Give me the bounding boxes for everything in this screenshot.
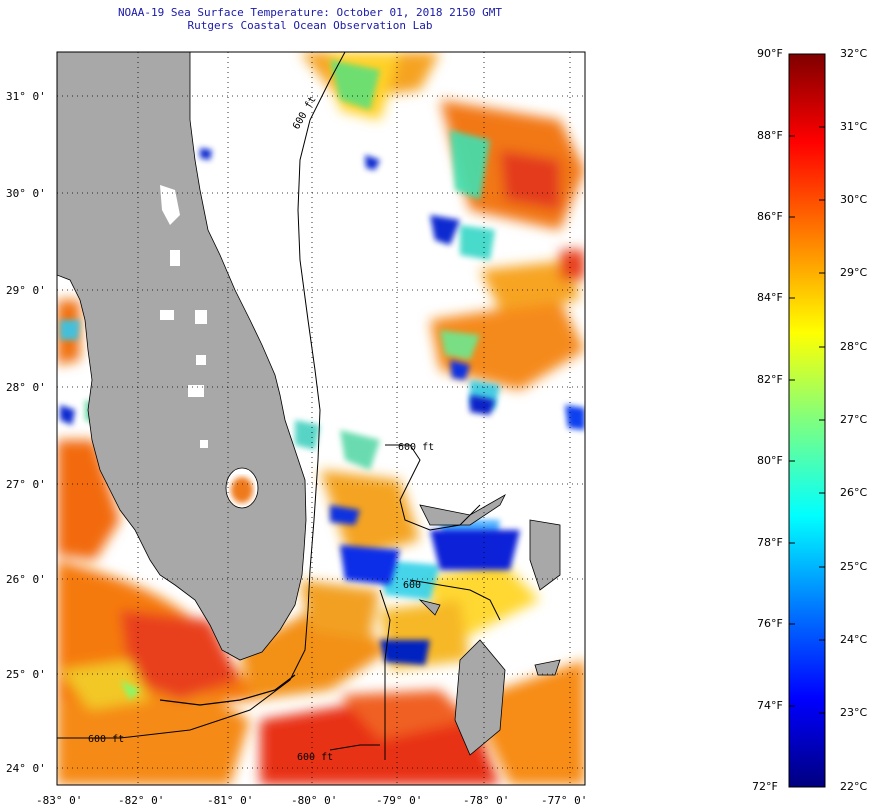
lat-label: 26° 0' bbox=[6, 573, 46, 586]
lat-label: 29° 0' bbox=[6, 284, 46, 297]
lon-label: -81° 0' bbox=[207, 794, 253, 807]
lat-label: 30° 0' bbox=[6, 187, 46, 200]
lat-label: 27° 0' bbox=[6, 478, 46, 491]
colorbar-c-label: 32°C bbox=[840, 47, 868, 60]
colorbar-f-label: 84°F bbox=[757, 291, 783, 304]
colorbar-c-label: 29°C bbox=[840, 266, 868, 279]
lat-label: 31° 0' bbox=[6, 90, 46, 103]
colorbar-f-label: 76°F bbox=[757, 617, 783, 630]
lat-label: 25° 0' bbox=[6, 668, 46, 681]
colorbar-f-label: 74°F bbox=[757, 699, 783, 712]
lat-label: 24° 0' bbox=[6, 762, 46, 775]
lake-sst bbox=[231, 477, 253, 503]
map-title: NOAA-19 Sea Surface Temperature: October… bbox=[117, 6, 503, 19]
lat-lon-grid bbox=[57, 52, 585, 785]
colorbar-c-label: 28°C bbox=[840, 340, 868, 353]
colorbar-f-label: 86°F bbox=[757, 210, 783, 223]
latitude-labels: 31° 0' 30° 0' 29° 0' 28° 0' 27° 0' 26° 0… bbox=[6, 90, 46, 775]
land-cloud-gaps bbox=[160, 185, 208, 448]
colorbar-f-label: 78°F bbox=[757, 536, 783, 549]
lat-label: 28° 0' bbox=[6, 381, 46, 394]
contour-label: 600 ft bbox=[297, 752, 333, 763]
lon-label: -82° 0' bbox=[118, 794, 164, 807]
colorbar-f-label: 90°F bbox=[757, 47, 783, 60]
lon-label: -80° 0' bbox=[291, 794, 337, 807]
lon-label: -78° 0' bbox=[463, 794, 509, 807]
colorbar-ticks bbox=[789, 126, 825, 714]
bahamas-islands bbox=[418, 493, 561, 756]
colorbar-c-label: 24°C bbox=[840, 633, 868, 646]
isobath-600ft bbox=[57, 52, 501, 760]
map-subtitle: Rutgers Coastal Ocean Observation Lab bbox=[187, 19, 433, 32]
contour-label: 600 ft bbox=[88, 734, 124, 745]
colorbar-c-label: 22°C bbox=[840, 780, 868, 793]
map-frame bbox=[56, 51, 586, 786]
lon-label: -79° 0' bbox=[376, 794, 422, 807]
colorbar-f-label: 88°F bbox=[757, 129, 783, 142]
longitude-labels: -83° 0' -82° 0' -81° 0' -80° 0' -79° 0' … bbox=[36, 794, 587, 807]
colorbar-c-label: 26°C bbox=[840, 486, 868, 499]
contour-label: 600 ft bbox=[398, 442, 434, 453]
colorbar-f-label: 82°F bbox=[757, 373, 783, 386]
colorbar-c-label: 23°C bbox=[840, 706, 868, 719]
florida-keys bbox=[159, 674, 296, 706]
colorbar-f-label: 80°F bbox=[757, 454, 783, 467]
colorbar-c-label: 30°C bbox=[840, 193, 868, 206]
lon-label: -77° 0' bbox=[541, 794, 587, 807]
colorbar-c-label: 31°C bbox=[840, 120, 868, 133]
lon-label: -83° 0' bbox=[36, 794, 82, 807]
colorbar-c-label: 27°C bbox=[840, 413, 868, 426]
colorbar-c-label: 25°C bbox=[840, 560, 868, 573]
sst-cool-water bbox=[60, 148, 585, 665]
contour-label: 600 bbox=[403, 580, 421, 591]
colorbar-f-label: 72°F bbox=[752, 780, 778, 793]
map-plot-area: 600 ft 600 ft 600 600 ft 600 ft bbox=[57, 52, 585, 785]
